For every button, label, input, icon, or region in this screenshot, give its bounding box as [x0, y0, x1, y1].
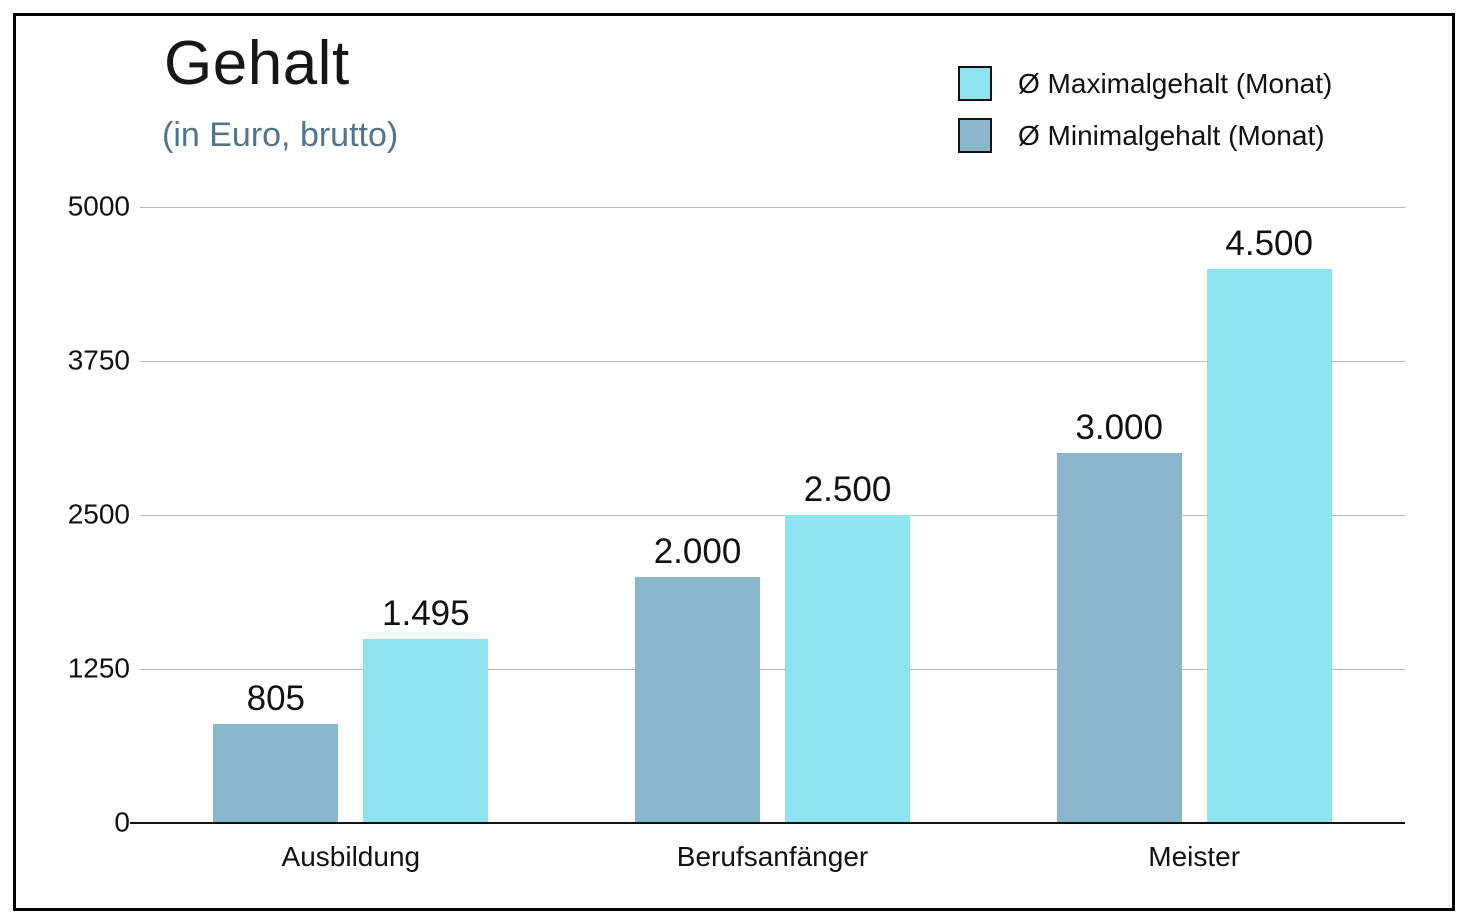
category-label-ausbildung: Ausbildung [281, 841, 421, 872]
bar-wrap-max-meister: 4.500 [1206, 207, 1332, 823]
category-label-berufsanfaenger: Berufsanfänger [676, 841, 869, 872]
bar-value-label: 4.500 [1225, 223, 1313, 263]
bar-group-ausbildung: 805 1.495 [140, 207, 562, 823]
x-axis: Ausbildung Berufsanfänger Meister [140, 823, 1405, 873]
bar-value-label: 3.000 [1075, 408, 1163, 448]
bar-wrap-min-ausbildung: 805 [213, 207, 339, 823]
y-tick-3750: 3750 [67, 344, 130, 376]
legend-swatch-minimalgehalt [958, 118, 992, 153]
bar-minimalgehalt-ausbildung [213, 723, 339, 823]
bar-value-label: 2.500 [803, 470, 892, 509]
legend: Ø Maximalgehalt (Monat) Ø Minimalgehalt … [958, 66, 1332, 153]
bar-minimalgehalt-berufsanfaenger [635, 576, 760, 823]
gridline-5000 [140, 207, 1405, 208]
gridline-3750 [140, 361, 1405, 362]
gridline-1250 [140, 669, 1405, 670]
bar-wrap-max-berufsanfaenger: 2.500 [785, 207, 910, 823]
y-axis: 5000 3750 2500 1250 0 [46, 190, 130, 837]
chart-title: Gehalt [164, 29, 350, 98]
bar-minimalgehalt-meister [1056, 453, 1182, 823]
bar-value-label: 1.495 [382, 593, 470, 633]
plot-area: 805 1.495 2.000 2.500 [130, 207, 1405, 824]
legend-item-maximalgehalt: Ø Maximalgehalt (Monat) [958, 66, 1332, 101]
bar-group-meister: 3.000 4.500 [983, 207, 1405, 823]
bar-maximalgehalt-berufsanfaenger [785, 515, 910, 823]
bar-maximalgehalt-ausbildung [363, 638, 489, 823]
y-tick-0: 0 [114, 806, 130, 838]
y-tick-2500: 2500 [67, 498, 130, 530]
bar-maximalgehalt-meister [1206, 268, 1332, 823]
bar-wrap-max-ausbildung: 1.495 [363, 207, 489, 823]
legend-label-minimalgehalt: Ø Minimalgehalt (Monat) [1018, 119, 1325, 151]
category-label-meister: Meister [1148, 841, 1241, 872]
legend-label-maximalgehalt: Ø Maximalgehalt (Monat) [1018, 67, 1333, 99]
y-tick-5000: 5000 [67, 190, 130, 222]
legend-swatch-maximalgehalt [958, 66, 992, 101]
bar-value-label: 2.000 [653, 531, 742, 571]
bar-wrap-min-berufsanfaenger: 2.000 [635, 207, 760, 823]
y-tick-1250: 1250 [67, 652, 130, 684]
chart-subtitle: (in Euro, brutto) [162, 116, 399, 154]
x-axis-baseline [130, 822, 1405, 824]
bar-wrap-min-meister: 3.000 [1056, 207, 1182, 823]
legend-item-minimalgehalt: Ø Minimalgehalt (Monat) [958, 118, 1332, 153]
gridline-2500 [140, 515, 1405, 516]
bars-area: 805 1.495 2.000 2.500 [140, 207, 1405, 823]
bar-group-berufsanfaenger: 2.000 2.500 [562, 207, 984, 823]
bar-value-label: 805 [246, 678, 306, 718]
chart-frame: Gehalt (in Euro, brutto) Ø Maximalgehalt… [13, 13, 1455, 911]
